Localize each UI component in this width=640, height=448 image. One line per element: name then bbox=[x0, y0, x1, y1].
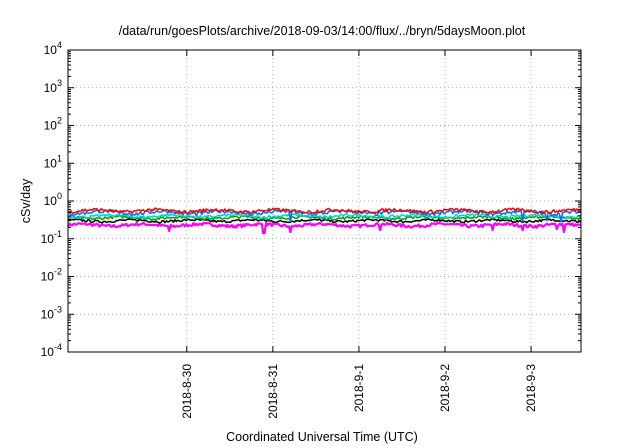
x-tick-label: 2018-8-31 bbox=[266, 364, 280, 419]
x-tick-label: 2018-9-2 bbox=[438, 364, 452, 412]
series-line bbox=[67, 218, 582, 224]
y-tick-label: 104 bbox=[44, 40, 62, 57]
y-axis-label: cSv/day bbox=[19, 178, 33, 223]
series-line bbox=[68, 207, 582, 215]
y-tick-label: 10-3 bbox=[41, 304, 62, 321]
x-tick-label: 2018-9-3 bbox=[524, 364, 538, 412]
y-tick-label: 10-4 bbox=[41, 342, 62, 359]
grid bbox=[68, 50, 581, 352]
y-tick-label: 10-2 bbox=[41, 267, 62, 284]
series-layer bbox=[67, 207, 582, 235]
series-line bbox=[67, 221, 582, 235]
x-axis-label: Coordinated Universal Time (UTC) bbox=[226, 430, 418, 444]
y-tick-label: 102 bbox=[44, 116, 62, 133]
chart-title: /data/run/goesPlots/archive/2018-09-03/1… bbox=[119, 24, 526, 38]
y-axis: 104 103 102 101 100 10-1 10-2 10-3 10-4 bbox=[41, 40, 581, 359]
series-line bbox=[67, 213, 582, 220]
y-tick-label: 103 bbox=[44, 78, 62, 95]
y-tick-label: 100 bbox=[44, 191, 62, 208]
x-axis: 2018-8-30 2018-8-31 2018-9-1 2018-9-2 2018-9… bbox=[180, 50, 538, 419]
x-tick-label: 2018-8-30 bbox=[180, 364, 194, 419]
y-tick-label: 101 bbox=[44, 153, 62, 170]
y-tick-label: 10-1 bbox=[41, 229, 62, 246]
x-tick-label: 2018-9-1 bbox=[352, 364, 366, 412]
series-line bbox=[67, 208, 582, 223]
